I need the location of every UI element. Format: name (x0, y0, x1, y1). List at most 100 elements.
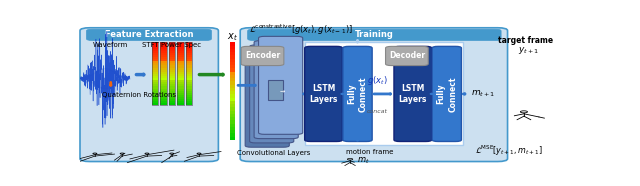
Bar (177, 55, 184, 57)
Bar (177, 95, 184, 97)
Text: →: → (280, 89, 285, 94)
Bar (230, 42, 235, 46)
Bar (152, 84, 158, 86)
Bar (177, 57, 184, 59)
Bar (169, 76, 175, 78)
FancyBboxPatch shape (305, 46, 342, 142)
Text: $m_{t+1}$: $m_{t+1}$ (471, 89, 495, 99)
Text: Fully
Connect: Fully Connect (436, 76, 457, 112)
Bar (161, 88, 167, 91)
Bar (161, 70, 167, 72)
Bar (177, 88, 184, 91)
Bar (152, 72, 158, 74)
Text: concat: concat (367, 109, 388, 114)
Bar (169, 95, 175, 97)
Bar (230, 62, 235, 65)
Bar (169, 51, 175, 53)
Bar (177, 80, 184, 82)
Bar (152, 97, 158, 99)
Bar (186, 91, 192, 93)
Text: $m_t$: $m_t$ (357, 156, 370, 166)
Bar (169, 103, 175, 105)
Text: Feature Extraction: Feature Extraction (105, 31, 193, 39)
FancyBboxPatch shape (80, 28, 218, 161)
Bar (177, 103, 184, 105)
Bar (177, 78, 184, 80)
Bar (169, 57, 175, 59)
Bar (161, 57, 167, 59)
Bar (161, 97, 167, 99)
Bar (161, 101, 167, 103)
Text: Fully
Connect: Fully Connect (347, 76, 368, 112)
Bar (230, 91, 235, 94)
Bar (152, 99, 158, 101)
Bar (161, 78, 167, 80)
Bar (305, 42, 463, 145)
Bar (169, 97, 175, 99)
Bar (230, 68, 235, 72)
Text: motion frame: motion frame (346, 149, 394, 155)
Bar (230, 49, 235, 52)
Bar (177, 42, 184, 105)
Bar (161, 84, 167, 86)
Text: Decoder: Decoder (389, 52, 425, 60)
Bar (161, 82, 167, 84)
Bar (186, 42, 192, 105)
Bar (152, 78, 158, 80)
Bar (186, 95, 192, 97)
Bar (177, 74, 184, 76)
Bar (230, 120, 235, 124)
Bar (169, 84, 175, 86)
Bar (186, 59, 192, 61)
Bar (230, 136, 235, 140)
Bar (177, 42, 184, 44)
Bar (152, 49, 158, 51)
Bar (230, 104, 235, 107)
FancyBboxPatch shape (259, 36, 303, 134)
Bar (186, 103, 192, 105)
Bar (169, 68, 175, 70)
Bar (161, 63, 167, 65)
Bar (186, 78, 192, 80)
Bar (177, 82, 184, 84)
FancyBboxPatch shape (86, 29, 211, 41)
Bar (186, 88, 192, 91)
Bar (186, 65, 192, 68)
Bar (161, 46, 167, 49)
Bar (152, 86, 158, 89)
Bar (230, 101, 235, 104)
Bar (152, 46, 158, 49)
Bar (169, 55, 175, 57)
Bar (152, 76, 158, 78)
Text: LSTM
Layers: LSTM Layers (309, 84, 338, 104)
Bar (161, 59, 167, 61)
Bar (169, 42, 175, 44)
Bar (169, 99, 175, 101)
Bar (186, 49, 192, 51)
Bar (169, 59, 175, 61)
Bar (186, 82, 192, 84)
Bar (169, 78, 175, 80)
Bar (161, 72, 167, 74)
Bar (152, 93, 158, 95)
FancyBboxPatch shape (248, 29, 501, 41)
Bar (177, 91, 184, 93)
Bar (177, 93, 184, 95)
Bar (169, 91, 175, 93)
FancyBboxPatch shape (245, 49, 289, 147)
FancyBboxPatch shape (343, 46, 372, 142)
Bar (177, 46, 184, 49)
Bar (177, 76, 184, 78)
Bar (230, 81, 235, 85)
Bar (269, 80, 284, 100)
Bar (177, 65, 184, 68)
Bar (161, 93, 167, 95)
Bar (152, 61, 158, 63)
Bar (186, 99, 192, 101)
Text: LSTM
Layers: LSTM Layers (399, 84, 427, 104)
Bar (186, 51, 192, 53)
Bar (152, 44, 158, 46)
Bar (169, 74, 175, 76)
Bar (230, 45, 235, 49)
Bar (177, 101, 184, 103)
